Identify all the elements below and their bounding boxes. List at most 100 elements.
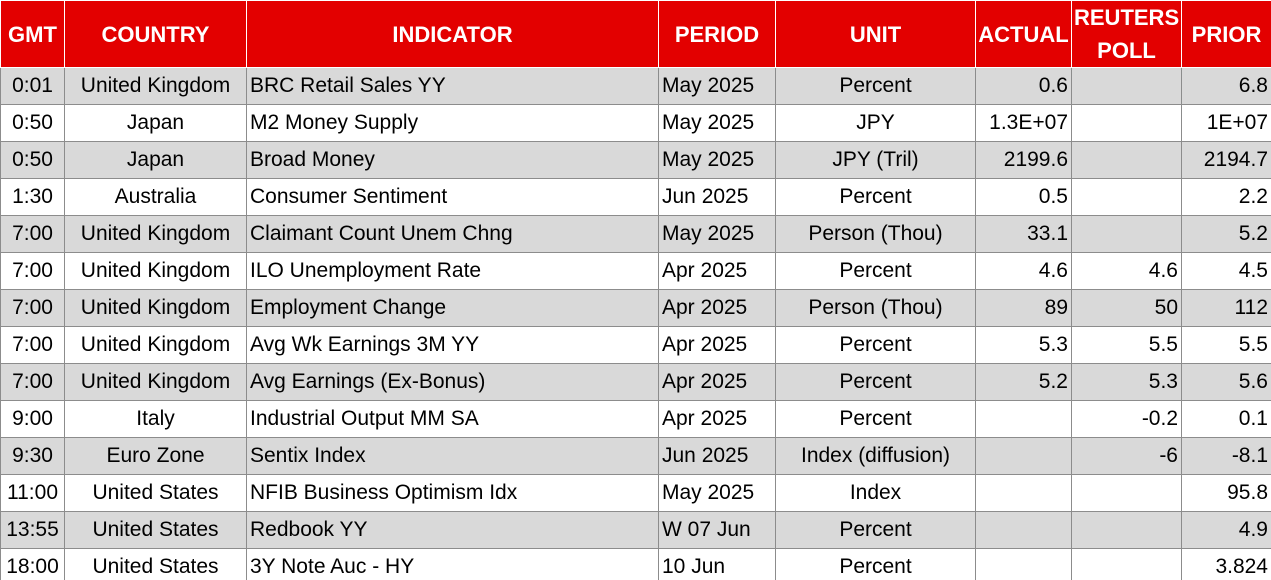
table-cell: United Kingdom	[64, 289, 247, 327]
table-cell	[1071, 104, 1182, 142]
table-cell: 7:00	[0, 252, 65, 290]
table-cell: United Kingdom	[64, 67, 247, 105]
table-cell	[1071, 474, 1182, 512]
table-cell: Percent	[775, 326, 976, 364]
table-row: 7:00 United Kingdom Avg Earnings (Ex-Bonus…	[0, 363, 1271, 401]
table-cell: Avg Wk Earnings 3M YY	[246, 326, 659, 364]
column-header: REUTERS POLL	[1071, 0, 1182, 68]
table-cell: May 2025	[658, 104, 776, 142]
table-cell	[1071, 215, 1182, 253]
table-cell: 13:55	[0, 511, 65, 549]
table-cell	[975, 511, 1072, 549]
table-cell: Avg Earnings (Ex-Bonus)	[246, 363, 659, 401]
table-row: 7:00 United Kingdom Employment Change Apr 2…	[0, 289, 1271, 327]
table-cell: BRC Retail Sales YY	[246, 67, 659, 105]
table-cell: Claimant Count Unem Chng	[246, 215, 659, 253]
table-cell: Percent	[775, 67, 976, 105]
table-cell: 0.5	[975, 178, 1072, 216]
table-cell	[975, 400, 1072, 438]
table-row: 11:00 United States NFIB Business Optimism…	[0, 474, 1271, 512]
table-cell: Person (Thou)	[775, 215, 976, 253]
table-row: 7:00 United Kingdom Avg Wk Earnings 3M YY A…	[0, 326, 1271, 364]
table-cell: United Kingdom	[64, 215, 247, 253]
table-cell: M2 Money Supply	[246, 104, 659, 142]
table-row: 9:30 Euro Zone Sentix Index Jun 2025 Index (…	[0, 437, 1271, 475]
table-cell: United States	[64, 548, 247, 580]
table-cell: 5.2	[975, 363, 1072, 401]
column-header: PRIOR	[1181, 0, 1271, 68]
table-cell: -8.1	[1181, 437, 1271, 475]
table-row: 7:00 United Kingdom ILO Unemployment Rate A…	[0, 252, 1271, 290]
table-cell: Index (diffusion)	[775, 437, 976, 475]
table-cell: Percent	[775, 178, 976, 216]
table-cell: 0.6	[975, 67, 1072, 105]
table-cell: 112	[1181, 289, 1271, 327]
table-cell: JPY (Tril)	[775, 141, 976, 179]
table-cell: 4.9	[1181, 511, 1271, 549]
table-cell: United Kingdom	[64, 252, 247, 290]
table-cell: 1E+07	[1181, 104, 1271, 142]
table-cell	[975, 548, 1072, 580]
table-cell: Industrial Output MM SA	[246, 400, 659, 438]
table-cell	[1071, 548, 1182, 580]
table-cell: Percent	[775, 548, 976, 580]
table-row: 0:50 Japan M2 Money Supply May 2025 JPY 1.3E+…	[0, 104, 1271, 142]
table-cell: 10 Jun	[658, 548, 776, 580]
table-cell: Redbook YY	[246, 511, 659, 549]
table-cell: Apr 2025	[658, 400, 776, 438]
column-header: PERIOD	[658, 0, 776, 68]
table-cell: Australia	[64, 178, 247, 216]
table-cell: 3.824	[1181, 548, 1271, 580]
table-cell: United States	[64, 511, 247, 549]
table-cell: 95.8	[1181, 474, 1271, 512]
table-cell: Broad Money	[246, 141, 659, 179]
table-cell: 18:00	[0, 548, 65, 580]
table-cell: Apr 2025	[658, 363, 776, 401]
table-cell: -6	[1071, 437, 1182, 475]
table-row: 7:00 United Kingdom Claimant Count Unem Ch…	[0, 215, 1271, 253]
table-cell: Sentix Index	[246, 437, 659, 475]
table-cell: Italy	[64, 400, 247, 438]
table-cell: Japan	[64, 104, 247, 142]
table-cell: 4.6	[1071, 252, 1182, 290]
table-cell: 3Y Note Auc - HY	[246, 548, 659, 580]
table-cell: Percent	[775, 252, 976, 290]
table-cell	[1071, 178, 1182, 216]
table-row: 9:00 Italy Industrial Output MM SA Apr 2025…	[0, 400, 1271, 438]
table-cell: 7:00	[0, 215, 65, 253]
table-cell: 0:50	[0, 104, 65, 142]
table-cell: 0:01	[0, 67, 65, 105]
table-cell: -0.2	[1071, 400, 1182, 438]
table-cell	[975, 437, 1072, 475]
table-cell: 2.2	[1181, 178, 1271, 216]
table-cell: ILO Unemployment Rate	[246, 252, 659, 290]
table-cell: Japan	[64, 141, 247, 179]
table-cell: 4.6	[975, 252, 1072, 290]
table-cell: W 07 Jun	[658, 511, 776, 549]
table-cell: 1.3E+07	[975, 104, 1072, 142]
table-cell: Apr 2025	[658, 252, 776, 290]
column-header: ACTUAL	[975, 0, 1072, 68]
table-cell: United Kingdom	[64, 363, 247, 401]
table-body: 0:01 United Kingdom BRC Retail Sales YY May…	[0, 67, 1271, 580]
table-cell: 50	[1071, 289, 1182, 327]
table-cell: 89	[975, 289, 1072, 327]
table-cell: Index	[775, 474, 976, 512]
table-cell: Percent	[775, 400, 976, 438]
table-cell: Person (Thou)	[775, 289, 976, 327]
table-cell: Employment Change	[246, 289, 659, 327]
table-cell: 0.1	[1181, 400, 1271, 438]
table-cell	[1071, 67, 1182, 105]
table-cell: 5.5	[1181, 326, 1271, 364]
table-cell: 5.3	[975, 326, 1072, 364]
column-header: UNIT	[775, 0, 976, 68]
table-cell: United Kingdom	[64, 326, 247, 364]
header-row: GMT COUNTRY INDICATOR PERIOD UNIT ACTUAL REUTE…	[0, 0, 1271, 68]
table-cell: 5.2	[1181, 215, 1271, 253]
table-cell: JPY	[775, 104, 976, 142]
table-cell: 7:00	[0, 326, 65, 364]
table-cell: May 2025	[658, 215, 776, 253]
table-cell: Percent	[775, 363, 976, 401]
table-cell: May 2025	[658, 67, 776, 105]
table-cell: May 2025	[658, 141, 776, 179]
